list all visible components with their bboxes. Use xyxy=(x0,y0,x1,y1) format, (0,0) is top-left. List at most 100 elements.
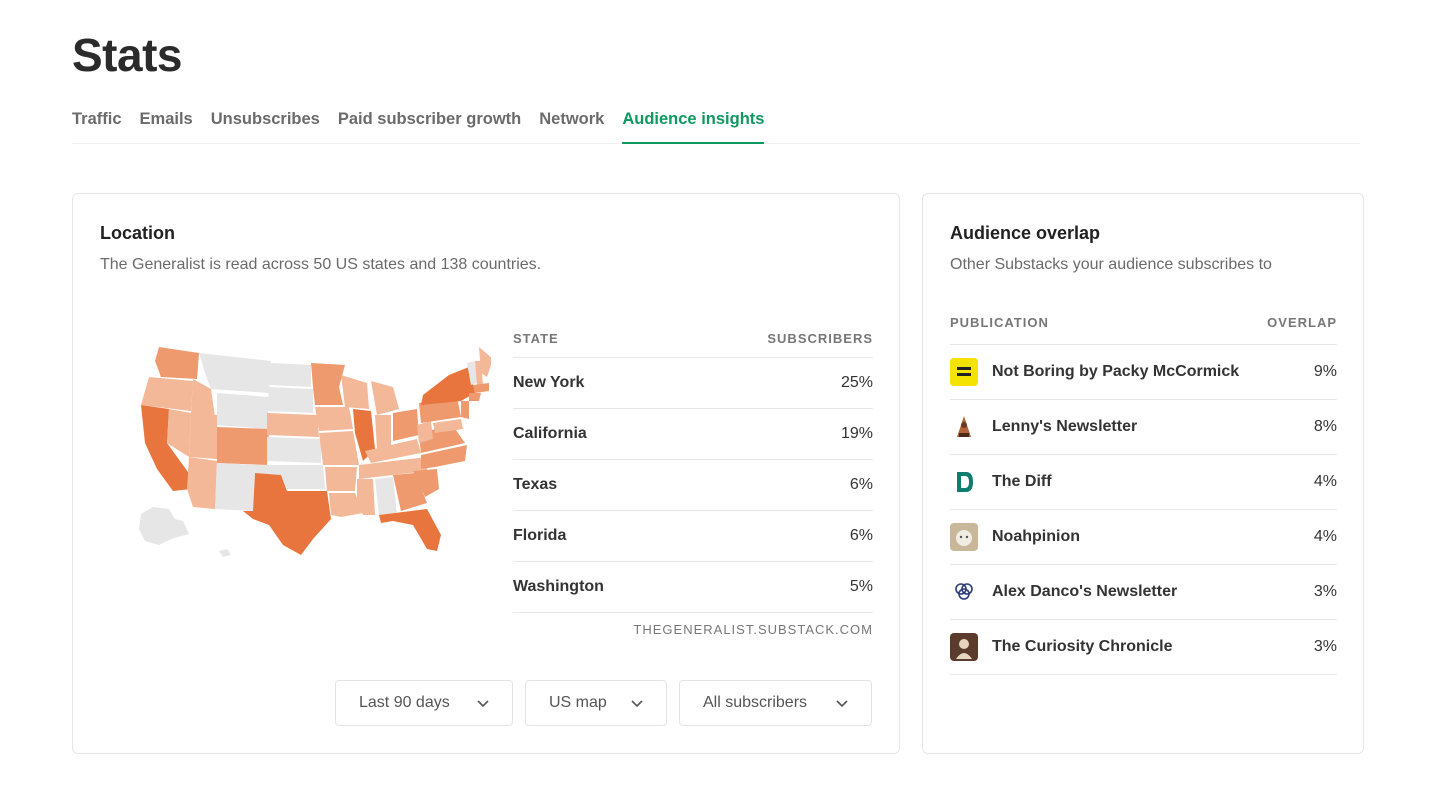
map-state-kansas[interactable] xyxy=(267,437,321,463)
map-state-indiana[interactable] xyxy=(375,415,391,449)
state-pct: 6% xyxy=(849,527,873,544)
location-title: Location xyxy=(100,223,175,243)
overlap-row-not-boring[interactable]: Not Boring by Packy McCormick 9% xyxy=(950,345,1337,400)
tab-network[interactable]: Network xyxy=(539,110,605,128)
map-state-virginia[interactable] xyxy=(419,423,465,453)
chevron-down-icon xyxy=(631,700,643,708)
map-state-north-carolina[interactable] xyxy=(421,445,467,469)
state-table: STATE SUBSCRIBERS New York 25% Californi… xyxy=(513,320,873,637)
map-state-new-jersey[interactable] xyxy=(461,401,469,419)
alex-danco-logo xyxy=(950,578,978,606)
tab-unsubscribes[interactable]: Unsubscribes xyxy=(210,110,320,128)
map-state-washington[interactable] xyxy=(155,347,199,379)
overlap-row-the-diff[interactable]: The Diff 4% xyxy=(950,455,1337,510)
map-state-missouri[interactable] xyxy=(319,431,359,465)
map-state-oregon[interactable] xyxy=(141,377,193,411)
location-subtitle: The Generalist is read across 50 US stat… xyxy=(100,256,542,273)
chevron-down-icon xyxy=(477,700,489,708)
state-name: California xyxy=(513,425,587,442)
col-state-header: STATE xyxy=(513,331,559,346)
map-state-nebraska[interactable] xyxy=(267,413,319,437)
map-state-wyoming[interactable] xyxy=(217,393,269,429)
map-state-new-mexico[interactable] xyxy=(215,463,255,511)
table-row: California 19% xyxy=(513,409,873,460)
overlap-row-noahpinion[interactable]: Noahpinion 4% xyxy=(950,510,1337,565)
stats-tabs: Traffic Emails Unsubscribes Paid subscri… xyxy=(72,108,1360,144)
overlap-pct: 3% xyxy=(1313,638,1337,655)
map-state-texas[interactable] xyxy=(243,473,331,555)
map-state-south-dakota[interactable] xyxy=(267,387,313,413)
map-state-wisconsin[interactable] xyxy=(341,375,369,409)
publication-name: The Curiosity Chronicle xyxy=(992,638,1173,655)
the-diff-logo xyxy=(950,468,978,496)
map-state-nevada[interactable] xyxy=(167,409,191,457)
map-state-north-dakota[interactable] xyxy=(269,363,311,387)
map-state-south-carolina[interactable] xyxy=(413,469,439,497)
map-state-idaho[interactable] xyxy=(191,379,215,417)
publication-name: Noahpinion xyxy=(992,528,1080,545)
map-state-louisiana[interactable] xyxy=(329,493,363,517)
map-state-illinois[interactable] xyxy=(353,409,375,461)
overlap-row-alex-danco[interactable]: Alex Danco's Newsletter 3% xyxy=(950,565,1337,620)
map-type-dropdown[interactable]: US map xyxy=(525,680,667,726)
map-state-utah[interactable] xyxy=(189,413,217,459)
table-row: Washington 5% xyxy=(513,562,873,613)
map-state-montana[interactable] xyxy=(199,353,271,393)
map-type-dropdown-value: US map xyxy=(549,694,607,711)
tab-paid-subscriber-growth[interactable]: Paid subscriber growth xyxy=(337,110,522,128)
map-state-hawaii[interactable] xyxy=(219,549,231,557)
overlap-pct: 4% xyxy=(1313,473,1337,490)
table-row: New York 25% xyxy=(513,358,873,409)
col-publication-header: PUBLICATION xyxy=(950,314,1049,330)
map-state-arizona[interactable] xyxy=(187,457,217,509)
map-state-oklahoma[interactable] xyxy=(255,465,325,489)
state-table-header: STATE SUBSCRIBERS xyxy=(513,320,873,358)
state-pct: 19% xyxy=(840,425,873,442)
overlap-pct: 9% xyxy=(1313,363,1337,380)
map-state-maine[interactable] xyxy=(479,347,491,377)
location-card: Location The Generalist is read across 5… xyxy=(72,193,900,754)
map-state-connecticut[interactable] xyxy=(469,393,481,401)
noahpinion-logo xyxy=(950,523,978,551)
map-state-iowa[interactable] xyxy=(315,407,353,431)
state-name: Texas xyxy=(513,476,558,493)
table-row: Florida 6% xyxy=(513,511,873,562)
tab-audience-insights[interactable]: Audience insights xyxy=(622,108,765,144)
map-state-massachusetts[interactable] xyxy=(473,383,489,393)
overlap-pct: 3% xyxy=(1313,583,1337,600)
map-state-maryland[interactable] xyxy=(433,419,463,433)
tab-traffic[interactable]: Traffic xyxy=(72,110,122,128)
map-state-florida[interactable] xyxy=(379,509,441,551)
map-state-tennessee[interactable] xyxy=(359,457,427,479)
page-title: Stats xyxy=(72,29,182,81)
map-state-michigan[interactable] xyxy=(371,381,399,415)
not-boring-logo xyxy=(950,358,978,386)
map-state-ohio[interactable] xyxy=(393,409,419,441)
us-map[interactable] xyxy=(131,339,491,564)
overlap-row-curiosity-chronicle[interactable]: The Curiosity Chronicle 3% xyxy=(950,620,1337,675)
overlap-row-lenny[interactable]: Lenny's Newsletter 8% xyxy=(950,400,1337,455)
publication-name: Lenny's Newsletter xyxy=(992,418,1138,435)
map-state-arkansas[interactable] xyxy=(325,467,357,491)
map-state-california[interactable] xyxy=(141,405,193,491)
period-dropdown[interactable]: Last 90 days xyxy=(335,680,513,726)
publication-name: The Diff xyxy=(992,473,1052,490)
map-state-colorado[interactable] xyxy=(217,427,269,465)
map-state-west-virginia[interactable] xyxy=(417,421,433,443)
map-state-alabama[interactable] xyxy=(375,477,397,515)
state-name: Washington xyxy=(513,578,604,595)
map-state-alaska[interactable] xyxy=(139,507,189,545)
tab-emails[interactable]: Emails xyxy=(139,110,193,128)
map-state-minnesota[interactable] xyxy=(311,363,345,405)
location-filters: Last 90 days US map All subscribers xyxy=(335,680,872,726)
map-state-kentucky[interactable] xyxy=(365,439,421,463)
audience-dropdown[interactable]: All subscribers xyxy=(679,680,872,726)
map-state-new-york[interactable] xyxy=(421,367,475,405)
publication-name: Alex Danco's Newsletter xyxy=(992,583,1178,600)
lenny-logo xyxy=(950,413,978,441)
map-state-mississippi[interactable] xyxy=(357,479,375,515)
period-dropdown-value: Last 90 days xyxy=(359,694,450,711)
overlap-title: Audience overlap xyxy=(950,223,1101,243)
map-state-vermont[interactable] xyxy=(467,361,477,385)
audience-dropdown-value: All subscribers xyxy=(703,694,808,711)
